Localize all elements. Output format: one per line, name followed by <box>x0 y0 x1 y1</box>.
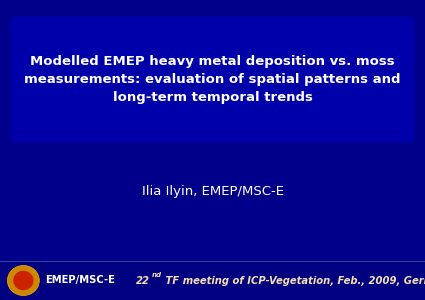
Text: Modelled EMEP heavy metal deposition vs. moss
measurements: evaluation of spatia: Modelled EMEP heavy metal deposition vs.… <box>24 56 401 104</box>
FancyBboxPatch shape <box>11 16 414 142</box>
Text: TF meeting of ICP-Vegetation, Feb., 2009, Germany: TF meeting of ICP-Vegetation, Feb., 2009… <box>162 275 425 286</box>
Ellipse shape <box>13 271 34 290</box>
Bar <box>0 261 425 300</box>
Text: EMEP/MSC-E: EMEP/MSC-E <box>45 275 114 286</box>
Text: 22: 22 <box>136 275 150 286</box>
Text: nd: nd <box>152 272 162 278</box>
Text: Ilia Ilyin, EMEP/MSC-E: Ilia Ilyin, EMEP/MSC-E <box>142 185 283 199</box>
Ellipse shape <box>7 266 39 296</box>
